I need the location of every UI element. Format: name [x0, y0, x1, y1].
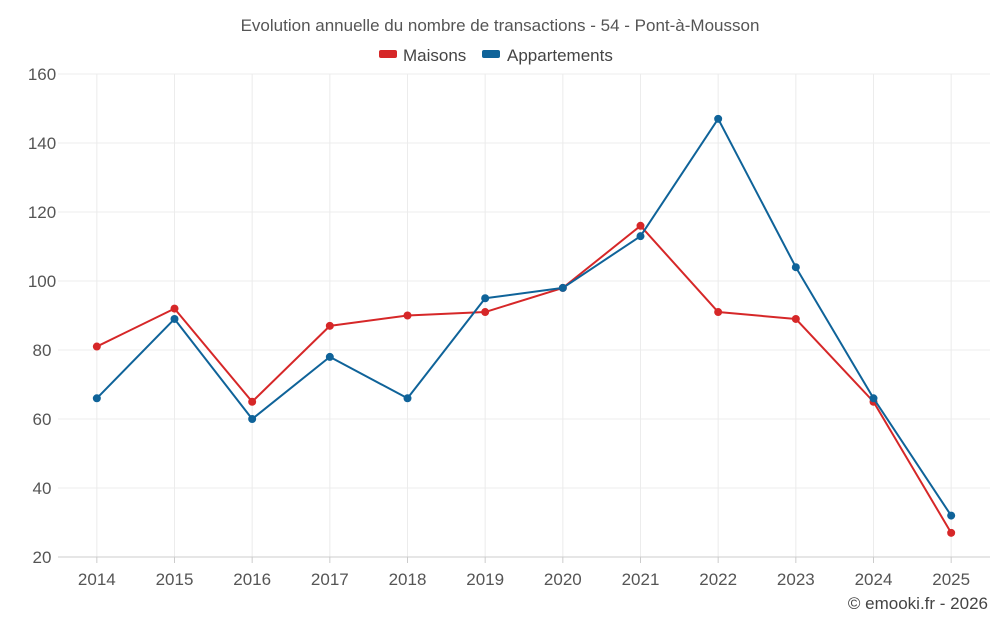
data-point [947, 528, 956, 537]
data-point [248, 397, 257, 406]
x-tick-label: 2018 [389, 570, 427, 589]
data-point [248, 415, 257, 423]
y-tick-label: 100 [28, 272, 56, 291]
data-point [481, 294, 490, 303]
data-point [325, 321, 334, 330]
x-tick-label: 2021 [622, 570, 660, 589]
x-tick-label: 2015 [156, 570, 194, 589]
data-point [92, 394, 101, 403]
data-point [791, 263, 800, 272]
y-tick-label: 60 [33, 410, 52, 429]
y-axis: 20 40 60 80 100 120 140 160 [28, 65, 56, 567]
data-point [481, 308, 490, 317]
y-tick-label: 120 [28, 203, 56, 222]
y-tick-label: 40 [33, 479, 52, 498]
data-point [170, 304, 179, 313]
series-line [96, 224, 953, 534]
x-tick-label: 2020 [544, 570, 582, 589]
gridlines [58, 73, 990, 558]
x-axis: 2014 2015 2016 2017 2018 2019 2020 2021 2022 2023… [58, 556, 990, 589]
data-point [947, 511, 956, 520]
legend: Maisons Appartements [379, 46, 613, 65]
series-layer [92, 114, 956, 537]
legend-swatch [482, 50, 500, 58]
data-point [791, 314, 800, 323]
x-tick-label: 2023 [777, 570, 815, 589]
data-point [170, 314, 179, 323]
y-tick-label: 140 [28, 134, 56, 153]
data-point [714, 308, 723, 317]
data-point [558, 283, 567, 292]
y-tick-label: 80 [33, 341, 52, 360]
data-point [714, 114, 723, 123]
data-point [403, 394, 412, 403]
credit-text: © emooki.fr - 2026 [848, 594, 988, 613]
data-point [403, 311, 412, 320]
data-point [869, 394, 878, 403]
legend-label: Maisons [403, 46, 466, 65]
legend-label: Appartements [507, 46, 613, 65]
data-point [636, 232, 645, 241]
series-appartements [92, 114, 956, 520]
x-tick-label: 2022 [699, 570, 737, 589]
y-tick-label: 20 [33, 548, 52, 567]
x-tick-label: 2024 [855, 570, 893, 589]
data-point [636, 221, 645, 230]
y-tick-label: 160 [28, 65, 56, 84]
series-line [96, 117, 953, 517]
x-tick-label: 2017 [311, 570, 349, 589]
chart-title: Evolution annuelle du nombre de transact… [241, 16, 760, 35]
data-point [325, 352, 334, 361]
x-tick-label: 2025 [932, 570, 970, 589]
x-tick-label: 2019 [466, 570, 504, 589]
x-tick-label: 2014 [78, 570, 116, 589]
legend-swatch [379, 50, 397, 58]
x-tick-label: 2016 [233, 570, 271, 589]
data-point [92, 342, 101, 351]
